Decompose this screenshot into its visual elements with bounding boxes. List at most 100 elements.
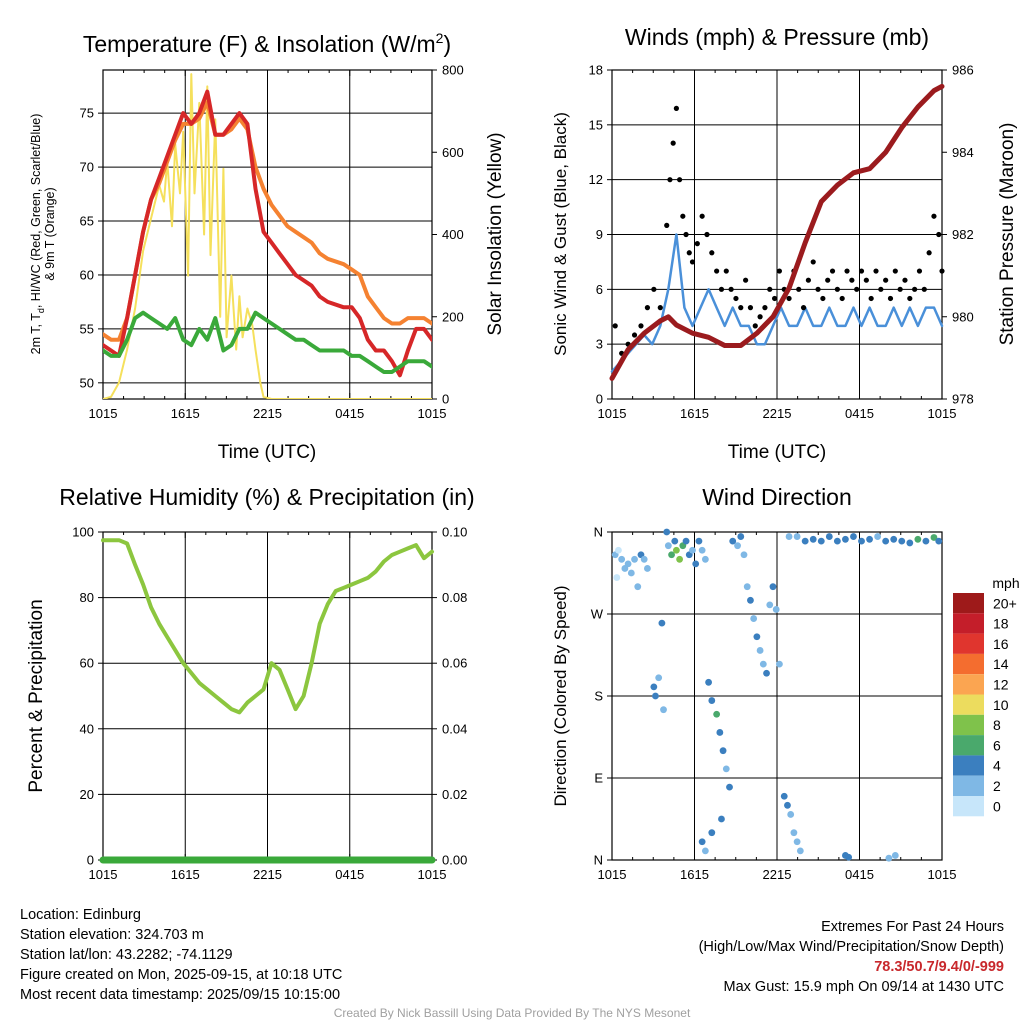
- temp-series-line: [103, 310, 432, 374]
- y-tick-label: 20: [80, 787, 94, 802]
- gust-point: [767, 286, 773, 292]
- direction-point: [701, 555, 709, 563]
- y2-tick-label: 600: [442, 145, 464, 160]
- direction-point: [914, 535, 922, 543]
- x-tick-label: 1615: [680, 406, 709, 421]
- direction-point: [640, 555, 648, 563]
- gust-point: [892, 268, 898, 274]
- direction-point: [845, 853, 853, 861]
- gust-point: [752, 323, 758, 329]
- direction-point: [718, 815, 725, 823]
- y-tick-label: 12: [589, 172, 603, 187]
- direction-point: [729, 537, 737, 545]
- credit-line: Created By Nick Bassill Using Data Provi…: [333, 1006, 691, 1020]
- direction-point: [885, 854, 893, 862]
- x-tick-label: 2215: [253, 406, 282, 421]
- legend-swatch: [953, 755, 984, 776]
- gust-point: [858, 268, 865, 274]
- direction-point: [695, 537, 703, 545]
- direction-point: [769, 583, 777, 591]
- direction-point: [701, 847, 709, 855]
- y-tick-label: N: [594, 853, 603, 868]
- x-tick-label: 0415: [845, 867, 874, 882]
- direction-point: [668, 551, 675, 559]
- gust-point: [839, 295, 845, 302]
- x-tick-label: 1615: [680, 867, 709, 882]
- direction-point: [613, 574, 621, 581]
- gust-point: [921, 286, 927, 292]
- wind-panel: 1015 1615 2215 0415 101503691215189789809829…: [551, 24, 1018, 463]
- direction-point: [658, 619, 666, 627]
- gust-point: [887, 295, 894, 302]
- direction-point: [692, 560, 700, 568]
- y-tick-label: W: [591, 607, 604, 622]
- y-tick-label: 40: [80, 721, 94, 736]
- direction-point: [618, 555, 626, 563]
- legend-swatch: [953, 775, 984, 796]
- direction-point: [655, 674, 663, 682]
- direction-point: [780, 792, 788, 800]
- x-tick-label: 1015: [928, 867, 957, 882]
- legend-label: 6: [993, 737, 1001, 753]
- gust-point: [644, 305, 651, 311]
- legend-label: 2: [993, 778, 1001, 794]
- gust-point: [664, 222, 670, 228]
- gust-point: [680, 213, 686, 219]
- legend-title: mph: [992, 575, 1019, 591]
- gust-point: [738, 305, 744, 311]
- direction-point: [676, 555, 684, 563]
- x-tick-label: 1615: [171, 406, 200, 421]
- direction-point: [663, 528, 671, 536]
- direction-point: [708, 697, 716, 704]
- gust-point: [699, 213, 705, 219]
- gust-point: [673, 105, 679, 111]
- legend-swatch: [953, 593, 984, 614]
- direction-point: [796, 847, 804, 855]
- direction-point: [858, 537, 865, 545]
- humidity-ylabel: Percent & Precipitation: [26, 599, 47, 792]
- gust-point: [718, 286, 725, 292]
- gust-point: [878, 286, 884, 292]
- x-tick-label: 0415: [335, 406, 364, 421]
- legend-swatch: [953, 613, 984, 634]
- direction-point: [708, 829, 716, 837]
- direction-point: [740, 551, 748, 559]
- gust-point: [747, 305, 754, 311]
- direction-point: [722, 765, 730, 773]
- y2-tick-label: 0: [442, 392, 449, 407]
- gust-point: [694, 241, 700, 247]
- direction-point: [660, 706, 667, 714]
- x-tick-label: 1015: [418, 867, 447, 882]
- direction-point: [615, 546, 622, 554]
- gust-point: [825, 277, 831, 283]
- gust-point: [771, 295, 778, 302]
- gust-point: [796, 286, 802, 292]
- y-tick-label: 0: [87, 853, 94, 868]
- legend-label: 0: [993, 798, 1001, 814]
- temp-ylabel-line2: & 9m T (Orange): [43, 187, 57, 280]
- x-tick-label: 1015: [418, 406, 447, 421]
- y-tick-label: 18: [589, 63, 603, 78]
- direction-point: [801, 537, 809, 545]
- gust-point: [638, 323, 644, 329]
- gust-point: [936, 231, 942, 238]
- gust-point: [868, 295, 874, 302]
- direction-point: [698, 838, 706, 846]
- legend-label: 10: [993, 697, 1009, 713]
- station-info: Location: Edinburg Station elevation: 32…: [20, 905, 342, 1005]
- gust-point: [786, 295, 792, 302]
- x-tick-label: 0415: [335, 867, 364, 882]
- gust-point: [902, 277, 908, 283]
- gust-point: [612, 323, 618, 329]
- gust-point: [883, 277, 889, 283]
- direction-point: [784, 801, 791, 809]
- y-tick-label: 15: [589, 117, 603, 132]
- direction-point: [898, 537, 906, 545]
- y2-tick-label: 0.00: [442, 853, 467, 868]
- gust-point: [897, 286, 903, 292]
- wind-y2label: Station Pressure (Maroon): [997, 123, 1018, 346]
- temperature-lines: [103, 73, 432, 399]
- station-elevation: Station elevation: 324.703 m: [20, 927, 204, 943]
- direction-point: [644, 565, 651, 572]
